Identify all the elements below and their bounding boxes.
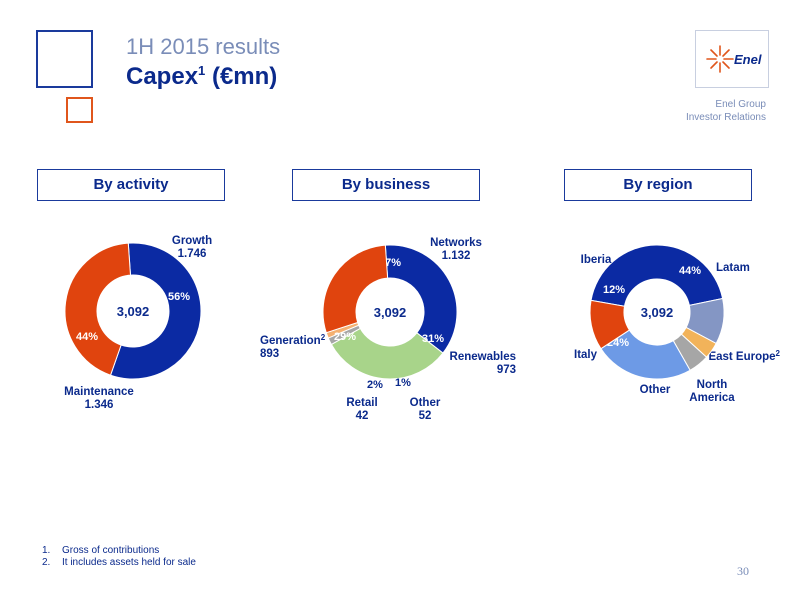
pct-label: 12%: [603, 284, 625, 296]
category-label: Latam: [716, 262, 750, 274]
pct-label: 29%: [334, 331, 356, 343]
donut-slice-latam: [590, 244, 724, 307]
logo-text: Enel: [734, 52, 762, 67]
category-label: Renewables 973: [450, 351, 516, 376]
footnote-1: 1. Gross of contributions: [42, 545, 160, 556]
donut-center-total: 3,092: [374, 305, 407, 320]
donut-center-total: 3,092: [641, 305, 674, 320]
donut-slice-generation: [322, 244, 389, 334]
group-label: Enel Group Investor Relations: [686, 98, 766, 124]
section-title-business: By business: [292, 169, 480, 201]
donut-slice-iberia: [589, 299, 631, 350]
category-label: Growth 1.746: [172, 235, 212, 260]
title-suffix: (€mn): [205, 63, 278, 90]
group-line1: Enel Group: [715, 99, 766, 110]
page-number: 30: [737, 564, 749, 578]
donut-slice-renewables: [330, 327, 444, 380]
category-label: East Europe2: [708, 349, 780, 363]
title-text: Capex: [126, 63, 199, 90]
decorative-orange-square: [66, 97, 93, 123]
category-label: Other 52: [410, 397, 441, 422]
pct-label: 44%: [76, 331, 98, 343]
category-label: Retail 42: [346, 397, 377, 422]
section-title-region: By region: [564, 169, 752, 201]
title-footnote-mark: 1: [198, 63, 206, 78]
enel-flower-logo-icon: Enel: [706, 45, 762, 73]
pct-label: 56%: [168, 291, 190, 303]
group-line2: Investor Relations: [685, 112, 766, 123]
category-label: North America: [689, 379, 735, 404]
donut-slice-networks: [384, 244, 458, 354]
category-label: Maintenance 1.346: [64, 386, 134, 411]
decorative-blue-square: [36, 30, 93, 88]
enel-logo: Enel: [695, 30, 769, 88]
pct-label: 1%: [395, 377, 411, 389]
slide-kicker: 1H 2015 results: [126, 34, 281, 59]
category-label: Networks 1.132: [430, 237, 482, 262]
donut-slice-growth: [109, 242, 202, 380]
slide-title: Capex1 (€mn): [126, 63, 277, 91]
pct-label: 31%: [422, 333, 444, 345]
pct-label: 44%: [679, 265, 701, 277]
pct-label: 2%: [367, 379, 383, 391]
category-label: Other: [640, 384, 671, 396]
category-label: Iberia: [581, 254, 612, 266]
footnote-2: 2. It includes assets held for sale: [42, 557, 196, 568]
donut-center-total: 3,092: [117, 304, 150, 319]
category-label: Italy: [574, 349, 598, 361]
footnotes: 1. Gross of contributions 2. It includes a…: [42, 545, 196, 569]
section-title-activity: By activity: [37, 169, 225, 201]
donut-slice-maintenance: [64, 242, 132, 376]
category-label: Generation2 893: [260, 333, 326, 360]
